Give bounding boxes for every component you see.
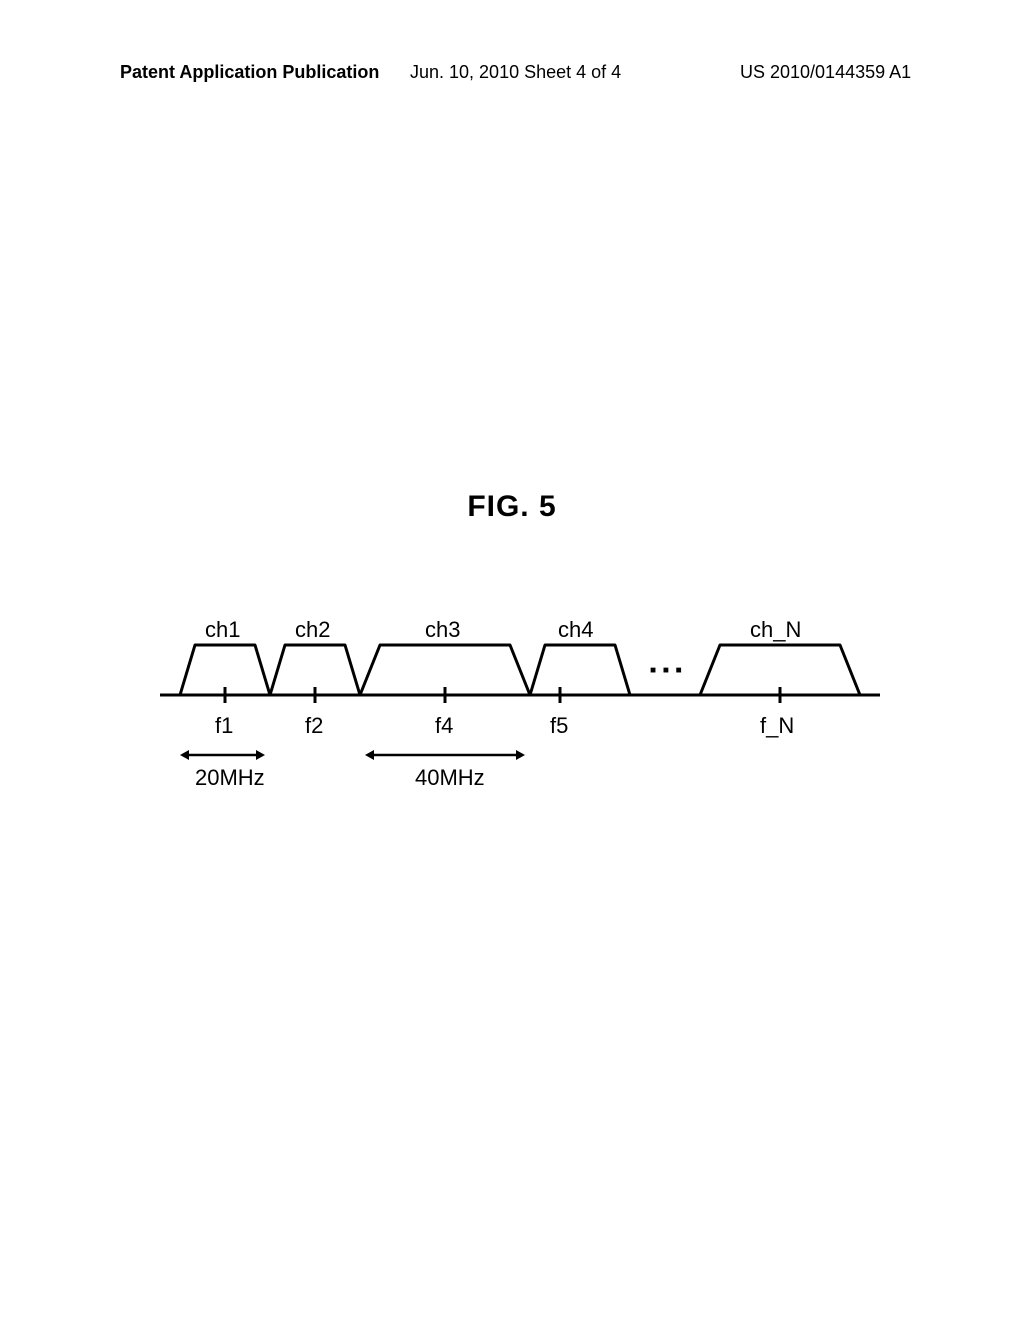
channel-label-ch2: ch2 xyxy=(295,617,330,642)
channel-label-ch4: ch4 xyxy=(558,617,593,642)
bandwidth-label-20MHz: 20MHz xyxy=(195,765,265,790)
bandwidth-label-40MHz: 40MHz xyxy=(415,765,485,790)
header-publication-type: Patent Application Publication xyxy=(120,62,379,83)
channel-spectrum-diagram: ch1 ch2 ch3 ch4 ch_N ■ ■ ■ f1 f2 f4 f5 f_N 20MHz 40M… xyxy=(160,615,880,815)
spectrum-svg: ch1 ch2 ch3 ch4 ch_N ■ ■ ■ f1 f2 f4 f5 f_N 20MHz 40M… xyxy=(160,615,880,815)
freq-label-f5: f5 xyxy=(550,713,568,738)
figure-title: FIG. 5 xyxy=(0,490,1024,524)
channel-label-ch3: ch3 xyxy=(425,617,460,642)
arrowhead-right-icon xyxy=(516,750,525,760)
channel-shape-ch4 xyxy=(530,645,630,695)
freq-label-f_N: f_N xyxy=(760,713,794,738)
channel-label-ch_N: ch_N xyxy=(750,617,801,642)
channel-label-ch1: ch1 xyxy=(205,617,240,642)
arrowhead-left-icon xyxy=(180,750,189,760)
arrowhead-left-icon xyxy=(365,750,374,760)
page: Patent Application Publication Jun. 10, … xyxy=(0,0,1024,1320)
ellipsis-icon: ■ ■ ■ xyxy=(650,665,684,676)
freq-label-f4: f4 xyxy=(435,713,453,738)
freq-label-f2: f2 xyxy=(305,713,323,738)
header-publication-number: US 2010/0144359 A1 xyxy=(740,62,911,83)
freq-label-f1: f1 xyxy=(215,713,233,738)
header-date-sheet: Jun. 10, 2010 Sheet 4 of 4 xyxy=(410,62,621,83)
arrowhead-right-icon xyxy=(256,750,265,760)
